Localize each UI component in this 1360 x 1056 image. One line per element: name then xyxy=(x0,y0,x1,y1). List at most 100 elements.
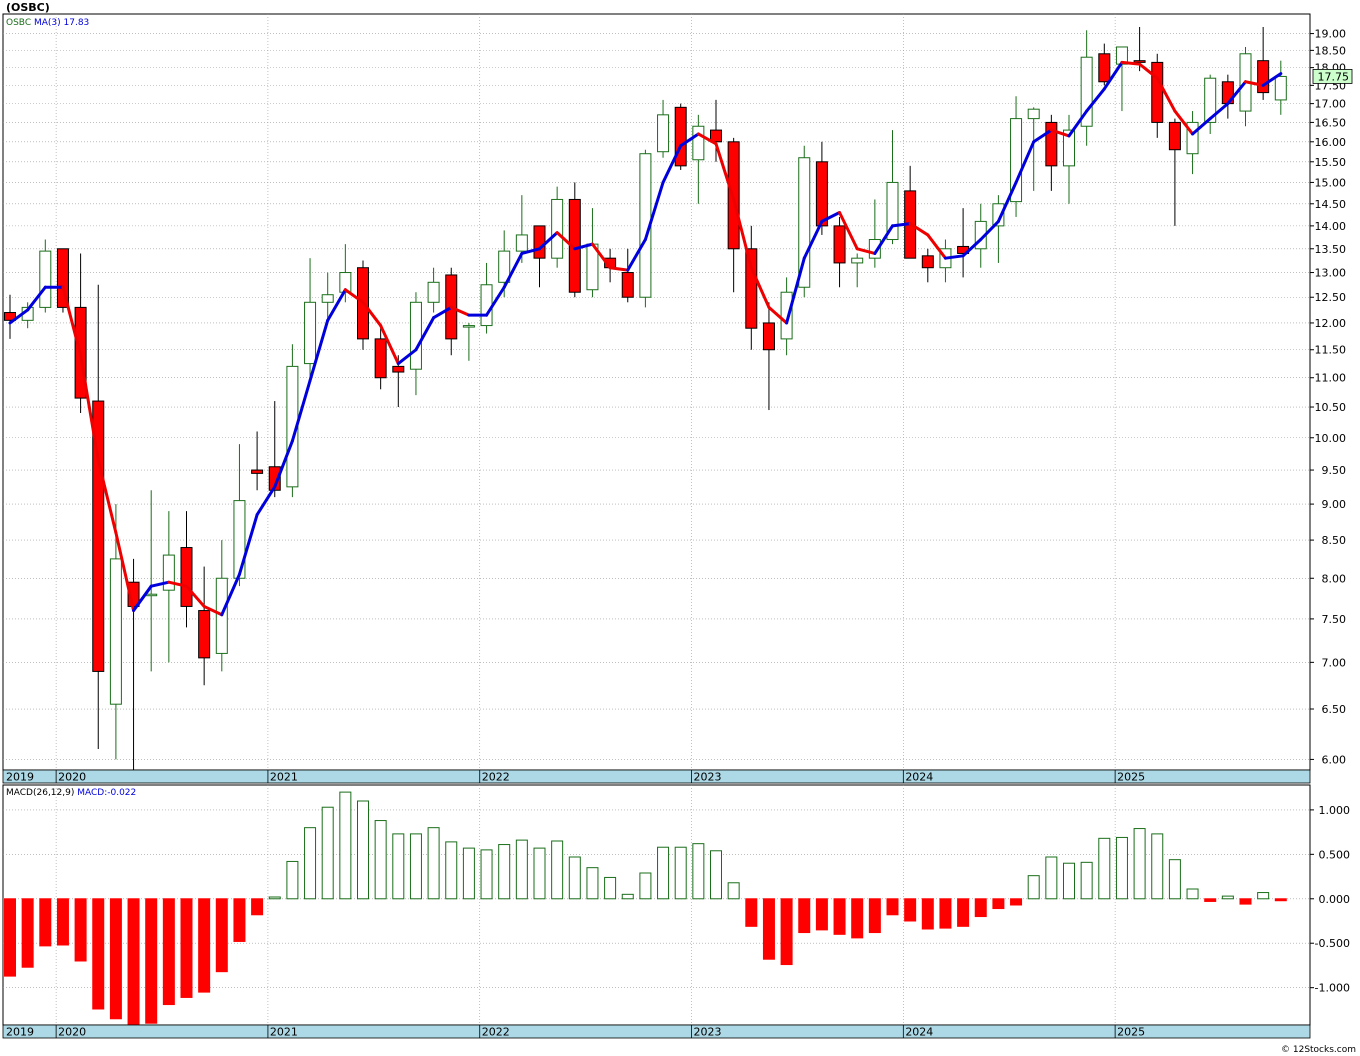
ma3-line-segment xyxy=(573,242,594,251)
macd-tick-label: 0.500 xyxy=(1319,848,1351,861)
macd-bar xyxy=(1186,888,1199,900)
macd-bar xyxy=(692,843,705,900)
ma3-line-segment xyxy=(1032,128,1053,144)
candle-body xyxy=(427,281,440,303)
price-tick-label: 7.50 xyxy=(1322,613,1347,626)
macd-bar xyxy=(833,898,846,935)
ma3-line-segment xyxy=(696,132,718,146)
price-tick-label: 6.00 xyxy=(1322,753,1347,766)
macd-bar xyxy=(1221,895,1234,900)
ma3-line-segment xyxy=(820,211,842,223)
candle-body xyxy=(56,248,69,308)
candle-body xyxy=(1010,118,1023,203)
candle-body xyxy=(1080,56,1093,127)
ma3-line-segment xyxy=(379,324,400,366)
macd-bar xyxy=(321,806,334,900)
ma3-line-segment xyxy=(979,219,1000,242)
ma3-line-segment xyxy=(1014,140,1036,184)
ma3-line-segment xyxy=(1173,109,1195,136)
macd-bar xyxy=(162,898,175,1006)
macd-bar xyxy=(815,898,828,931)
price-year-label: 2022 xyxy=(482,771,510,784)
candle-body xyxy=(992,203,1005,227)
macd-bar xyxy=(109,898,122,1020)
ma3-line-segment xyxy=(643,180,665,242)
candle-body xyxy=(815,161,828,227)
ma3-line-segment xyxy=(290,379,312,443)
macd-bar xyxy=(1080,861,1093,900)
macd-bar xyxy=(268,896,281,900)
price-tick-label: 11.00 xyxy=(1315,372,1347,385)
macd-bar xyxy=(798,898,811,934)
price-tick-label: 9.50 xyxy=(1322,464,1347,477)
candle-body xyxy=(1045,121,1058,167)
price-tick-label: 9.00 xyxy=(1322,498,1347,511)
macd-year-label: 2025 xyxy=(1117,1026,1145,1039)
macd-bar xyxy=(1098,837,1111,900)
candle-body xyxy=(674,106,687,167)
ma3-line-segment xyxy=(220,572,241,617)
macd-bar xyxy=(886,898,899,916)
macd-bar xyxy=(39,898,52,947)
candle-body xyxy=(374,338,387,379)
macd-bar xyxy=(92,898,105,1010)
candle-body xyxy=(1186,121,1199,155)
macd-legend-label: MACD(26,12,9) xyxy=(6,788,77,798)
ma3-line-segment xyxy=(873,224,894,255)
ma3-line-segment xyxy=(749,266,771,309)
candle-body xyxy=(92,400,105,672)
macd-bar xyxy=(1133,828,1146,900)
ma3-line-segment xyxy=(61,285,83,357)
ma3-line-segment xyxy=(1049,128,1071,138)
candle-body xyxy=(1098,53,1111,83)
ma3-line-segment xyxy=(449,305,471,317)
macd-legend-value: MACD:-0.022 xyxy=(77,788,136,798)
ma3-line-segment xyxy=(326,288,347,322)
candle-body xyxy=(498,250,511,283)
candle-body xyxy=(1257,60,1270,94)
macd-bar xyxy=(145,898,158,1024)
ma3-line-segment xyxy=(485,285,506,317)
candle-body xyxy=(1133,60,1146,63)
legend-ma: MA(3) 17.83 xyxy=(34,18,89,28)
ma3-line-segment xyxy=(626,238,647,272)
price-tick-label: 14.00 xyxy=(1315,220,1347,233)
ma3-line-segment xyxy=(343,288,365,304)
candle-body xyxy=(533,225,546,259)
candle-body xyxy=(1063,129,1075,167)
watermark: © 12Stocks.com xyxy=(1281,1045,1356,1055)
macd-bar xyxy=(657,846,670,900)
macd-bar xyxy=(868,898,881,934)
price-year-label: 2025 xyxy=(1117,771,1145,784)
candle-body xyxy=(109,558,122,705)
price-legend: OSBC MA(3) 17.83 xyxy=(6,18,89,28)
macd-bar xyxy=(921,898,934,930)
macd-bar xyxy=(4,898,16,977)
candle-body xyxy=(39,250,52,308)
macd-bar xyxy=(974,898,987,918)
price-tick-label: 15.00 xyxy=(1315,176,1347,189)
ma3-line-segment xyxy=(202,604,224,617)
price-tick-label: 15.50 xyxy=(1315,156,1347,169)
macd-bar xyxy=(727,882,740,900)
macd-bar xyxy=(604,876,617,900)
price-tick-label: 10.00 xyxy=(1315,432,1347,445)
candle-body xyxy=(180,547,193,607)
legend-symbol: OSBC xyxy=(6,18,34,28)
ma3-line-segment xyxy=(555,231,577,251)
ma3-line-segment xyxy=(167,580,188,588)
macd-bar xyxy=(780,898,793,966)
macd-bar xyxy=(1045,856,1058,900)
ma3-line-segment xyxy=(237,513,259,576)
ma3-line-segment xyxy=(79,353,100,462)
macd-bar xyxy=(1115,836,1128,900)
macd-year-label: 2019 xyxy=(6,1026,34,1039)
macd-bar xyxy=(639,872,652,900)
ma3-line-segment xyxy=(855,247,877,255)
ma3-line-segment xyxy=(1226,80,1247,106)
ma3-line-segment xyxy=(926,233,947,260)
ma3-line-segment xyxy=(802,219,824,260)
macd-year-label: 2021 xyxy=(270,1026,298,1039)
candle-body xyxy=(268,466,281,491)
